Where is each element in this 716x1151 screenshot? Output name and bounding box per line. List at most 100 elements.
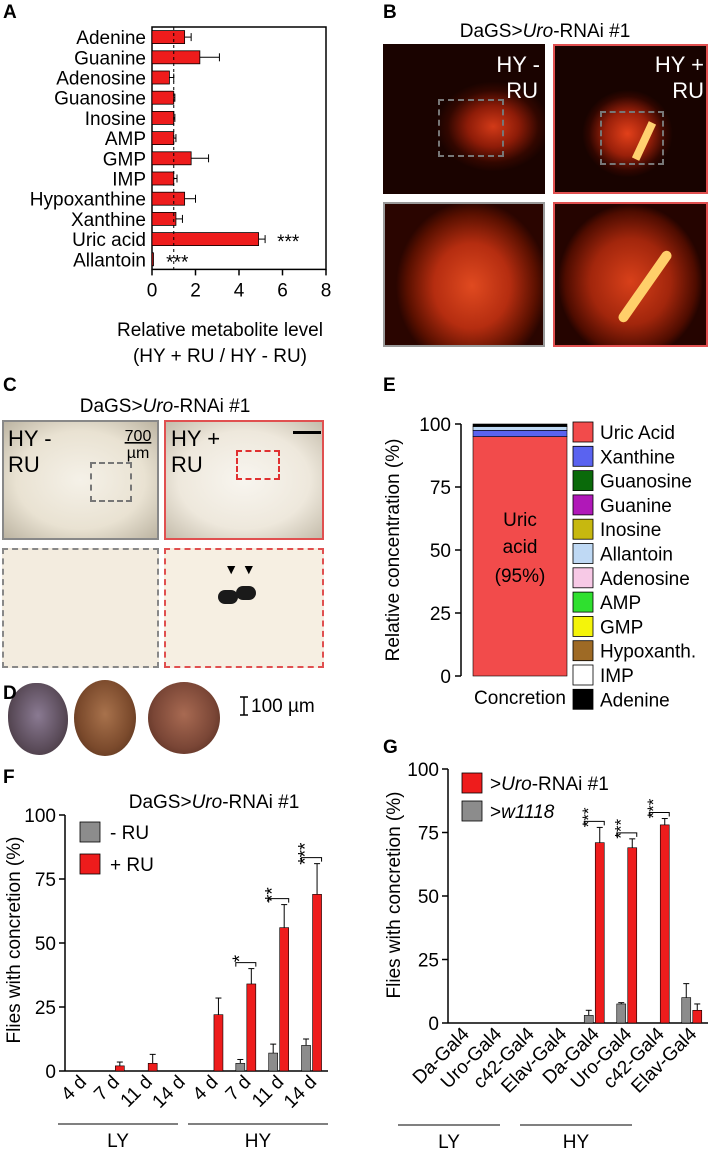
legend-label: Xanthine xyxy=(600,447,675,468)
stacked-segment xyxy=(472,423,568,427)
category-label: Uric acid xyxy=(72,230,146,251)
category-label: Guanosine xyxy=(54,89,146,110)
significance-bracket xyxy=(616,832,638,837)
bar xyxy=(268,1052,278,1072)
category-label: Concretion xyxy=(474,688,566,709)
panel-c-zoom-hy-plus-ru xyxy=(164,548,324,668)
category-label: IMP xyxy=(112,170,146,191)
legend-label: IMP xyxy=(600,666,634,687)
legend-label: Allantoin xyxy=(600,545,673,566)
panel-c-scale-2: µm xyxy=(127,445,150,462)
title-part: Uro xyxy=(192,792,223,813)
x-axis-label-line2: (HY + RU / HY - RU) xyxy=(133,346,307,367)
legend-swatch xyxy=(79,853,101,875)
chart-f: DaGS>Uro-RNAi #1 0 25 50 75 100 Flies with con… xyxy=(4,792,328,1151)
significance-label: ** xyxy=(263,887,284,902)
panel-b-image-hy-plus-ru xyxy=(553,44,708,194)
group-label: HY xyxy=(563,1132,590,1151)
panel-b-right-label-1: HY + xyxy=(655,52,704,77)
bar xyxy=(616,1003,627,1024)
y-tick-label: 50 xyxy=(430,541,451,562)
segment-label: acid xyxy=(503,537,538,558)
bar xyxy=(583,1015,594,1024)
panel-letter-d: D xyxy=(3,683,17,704)
stacked-segment xyxy=(472,436,568,677)
legend-swatch xyxy=(572,518,594,540)
category-label: Guanine xyxy=(74,48,146,69)
bar xyxy=(312,894,322,1072)
legend-label: >w1118 xyxy=(490,802,555,823)
panel-b-image-hy-minus-ru xyxy=(383,44,545,194)
bar xyxy=(301,1045,311,1072)
legend-part: -RNAi #1 xyxy=(532,774,609,795)
bar xyxy=(151,70,170,85)
legend-swatch xyxy=(572,494,594,516)
x-tick-label: 14 d xyxy=(280,1072,321,1113)
bar xyxy=(151,50,201,65)
legend-swatch xyxy=(572,543,594,564)
bar xyxy=(594,842,605,1024)
significance-label: *** xyxy=(612,819,631,839)
panel-b-left-label-1: HY - xyxy=(496,52,540,77)
legend-label: GMP xyxy=(600,617,643,638)
y-tick-label: 100 xyxy=(407,760,439,781)
y-tick-label: 25 xyxy=(430,604,451,625)
legend-label: Hypoxanth. xyxy=(600,642,696,663)
significance-label: *** xyxy=(277,232,300,253)
category-label: Adenine xyxy=(76,28,146,49)
bar xyxy=(692,1009,703,1024)
category-label: Hypoxanthine xyxy=(30,190,146,211)
significance-bracket xyxy=(235,962,257,967)
bar xyxy=(151,111,175,125)
x-tick-label: 8 xyxy=(321,280,332,301)
group-label: LY xyxy=(107,1131,129,1151)
y-tick-label: 75 xyxy=(35,870,56,891)
legend-swatch xyxy=(572,470,594,492)
bar xyxy=(151,151,192,166)
bar xyxy=(147,1063,158,1072)
legend-swatch xyxy=(461,772,483,794)
panel-b-title: DaGS>Uro-RNAi #1 xyxy=(460,21,631,42)
significance-label: *** xyxy=(579,807,598,827)
legend-swatch xyxy=(572,591,594,613)
panel-c-left-label-2: RU xyxy=(8,452,40,477)
x-tick-label: 4 xyxy=(234,280,245,301)
legend-label: Uric Acid xyxy=(600,423,675,444)
y-axis-label: Flies with concretion (%) xyxy=(384,792,405,999)
bar xyxy=(213,1014,224,1072)
x-tick-label: 11 d xyxy=(117,1072,157,1112)
category-label: AMP xyxy=(105,129,146,150)
bar xyxy=(246,983,257,1072)
stacked-segment xyxy=(472,426,568,431)
panel-letter-e: E xyxy=(383,375,396,396)
x-tick-label: 0 xyxy=(147,280,158,301)
bar xyxy=(151,131,175,146)
panel-letter-g: G xyxy=(383,737,398,758)
bar xyxy=(151,232,259,247)
legend-part: Uro xyxy=(501,774,532,795)
legend-swatch xyxy=(572,688,594,710)
significance-label: *** xyxy=(644,798,663,818)
chart-e: 0 25 50 75 100 Uric acid (95%) Concretion Relativ… xyxy=(383,415,696,711)
y-tick-label: 75 xyxy=(418,824,439,845)
category-label: Adenosine xyxy=(56,69,146,90)
y-tick-label: 0 xyxy=(45,1062,56,1083)
y-axis-label: Relative concentration (%) xyxy=(383,439,404,662)
bar xyxy=(681,997,692,1024)
panel-b-zoom-hy-plus-ru xyxy=(553,202,708,347)
bar xyxy=(115,1065,125,1072)
legend-swatch xyxy=(461,800,483,822)
panel-c-left-label-1: HY - xyxy=(8,426,52,451)
legend-label: >Uro-RNAi #1 xyxy=(490,774,609,795)
panel-letter-b: B xyxy=(383,2,397,23)
category-label: Allantoin xyxy=(73,250,146,271)
x-tick-label: 11 d xyxy=(248,1072,288,1112)
legend-swatch xyxy=(572,567,594,589)
y-tick-label: 0 xyxy=(428,1014,439,1035)
y-tick-label: 75 xyxy=(430,478,451,499)
legend-swatch xyxy=(572,421,594,443)
y-tick-label: 50 xyxy=(35,934,56,955)
panel-b-zoom-hy-minus-ru xyxy=(383,202,545,347)
bar xyxy=(151,171,175,186)
